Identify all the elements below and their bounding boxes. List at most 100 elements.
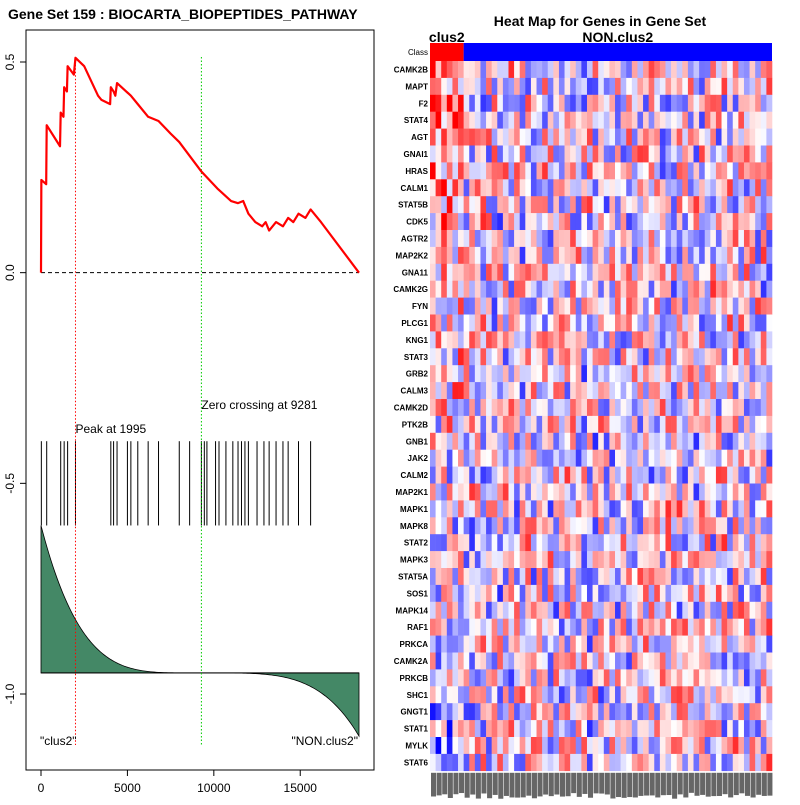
sample-label-mark bbox=[593, 772, 599, 794]
heatmap-cell bbox=[463, 720, 470, 738]
heatmap-cell bbox=[575, 753, 582, 772]
heatmap-cell bbox=[469, 483, 476, 501]
heatmap-cell bbox=[704, 449, 711, 467]
heatmap-cell bbox=[704, 263, 711, 281]
heatmap-cell bbox=[693, 230, 700, 248]
heatmap-cell bbox=[654, 365, 661, 383]
gene-label: CDK5 bbox=[406, 218, 428, 227]
heatmap-cell bbox=[586, 263, 593, 281]
heatmap-cell bbox=[525, 297, 532, 315]
heatmap-cell bbox=[755, 432, 762, 450]
heatmap-cell bbox=[564, 196, 571, 214]
heatmap-cell bbox=[715, 720, 722, 738]
heatmap-cell bbox=[553, 348, 560, 366]
heatmap-cell bbox=[631, 297, 638, 315]
heatmap-cell bbox=[469, 61, 476, 79]
heatmap-cell bbox=[519, 399, 526, 417]
heatmap-cell bbox=[693, 753, 700, 772]
heatmap-cell bbox=[519, 94, 526, 112]
heatmap-cell bbox=[508, 432, 515, 450]
heatmap-cell bbox=[564, 246, 571, 265]
heatmap-cell bbox=[514, 196, 521, 214]
heatmap-cell bbox=[558, 263, 565, 281]
heatmap-cell bbox=[687, 196, 694, 214]
heatmap-cell bbox=[530, 382, 537, 400]
heatmap-cell bbox=[514, 111, 521, 129]
heatmap-cell bbox=[542, 297, 549, 315]
heatmap-cell bbox=[704, 584, 711, 603]
heatmap-cell bbox=[575, 432, 582, 450]
heatmap-cell bbox=[682, 686, 689, 704]
heatmap-cell bbox=[704, 720, 711, 738]
gene-label: GNAI1 bbox=[404, 150, 429, 159]
heatmap-cell bbox=[620, 449, 627, 467]
heatmap-cell bbox=[693, 348, 700, 366]
heatmap-cell bbox=[441, 348, 448, 366]
heatmap-cell bbox=[727, 399, 734, 417]
heatmap-cell bbox=[738, 179, 745, 197]
heatmap-cell bbox=[732, 382, 739, 400]
heatmap-cell bbox=[676, 280, 683, 298]
heatmap-cell bbox=[491, 280, 498, 298]
heatmap-cell bbox=[474, 635, 481, 653]
heatmap-cell bbox=[508, 365, 515, 383]
heatmap-cell bbox=[755, 686, 762, 704]
heatmap-cell bbox=[665, 280, 672, 298]
heatmap-cell bbox=[755, 111, 762, 129]
heatmap-cell bbox=[760, 128, 767, 146]
heatmap-cell bbox=[766, 297, 773, 315]
heatmap-cell bbox=[486, 162, 492, 180]
heatmap-cell bbox=[626, 432, 633, 450]
heatmap-cell bbox=[547, 348, 554, 366]
heatmap-cell bbox=[435, 128, 442, 146]
heatmap-cell bbox=[687, 500, 694, 518]
heatmap-cell bbox=[547, 128, 554, 146]
heatmap-cell bbox=[671, 568, 677, 586]
heatmap-cell bbox=[570, 635, 577, 653]
heatmap-cell bbox=[502, 399, 509, 417]
heatmap-cell bbox=[676, 246, 683, 265]
heatmap-cell bbox=[609, 652, 616, 670]
heatmap-cell bbox=[749, 415, 756, 434]
heatmap-cell bbox=[699, 601, 706, 619]
heatmap-cell bbox=[609, 618, 616, 636]
sample-label-mark bbox=[711, 772, 717, 797]
heatmap-cell bbox=[547, 483, 554, 501]
heatmap-cell bbox=[581, 551, 588, 569]
heatmap-cell bbox=[643, 551, 649, 569]
heatmap-cell bbox=[609, 280, 616, 298]
heatmap-cell bbox=[558, 534, 565, 552]
heatmap-cell bbox=[508, 128, 515, 146]
heatmap-cell bbox=[558, 652, 565, 670]
heatmap-cell bbox=[715, 737, 722, 755]
heatmap-cell bbox=[446, 246, 453, 265]
heatmap-cell bbox=[514, 652, 521, 670]
heatmap-cell bbox=[480, 753, 487, 772]
sample-label-mark bbox=[739, 772, 745, 794]
heatmap-cell bbox=[603, 111, 610, 129]
heatmap-cell bbox=[659, 314, 666, 332]
heatmap-cell bbox=[570, 128, 577, 146]
heatmap-cell bbox=[570, 61, 577, 79]
heatmap-cell bbox=[654, 500, 661, 518]
heatmap-cell bbox=[704, 145, 711, 163]
heatmap-cell bbox=[721, 737, 728, 755]
sample-label-mark bbox=[582, 772, 588, 794]
heatmap-cell bbox=[626, 196, 633, 214]
heatmap-cell bbox=[570, 534, 577, 552]
gene-label: STAT5A bbox=[398, 572, 428, 581]
heatmap-cell bbox=[643, 145, 649, 163]
heatmap-cell bbox=[760, 568, 767, 586]
heatmap-cell bbox=[435, 348, 442, 366]
heatmap-cell bbox=[631, 449, 638, 467]
heatmap-cell bbox=[547, 432, 554, 450]
heatmap-cell bbox=[671, 365, 677, 383]
heatmap-cell bbox=[491, 246, 498, 265]
heatmap-cell bbox=[699, 686, 706, 704]
heatmap-cell bbox=[480, 179, 487, 197]
heatmap-cell bbox=[648, 669, 655, 687]
heatmap-cell bbox=[743, 551, 750, 569]
x-tick-label: 10000 bbox=[197, 781, 231, 795]
heatmap-cell bbox=[631, 551, 638, 569]
heatmap-cell bbox=[536, 652, 543, 670]
